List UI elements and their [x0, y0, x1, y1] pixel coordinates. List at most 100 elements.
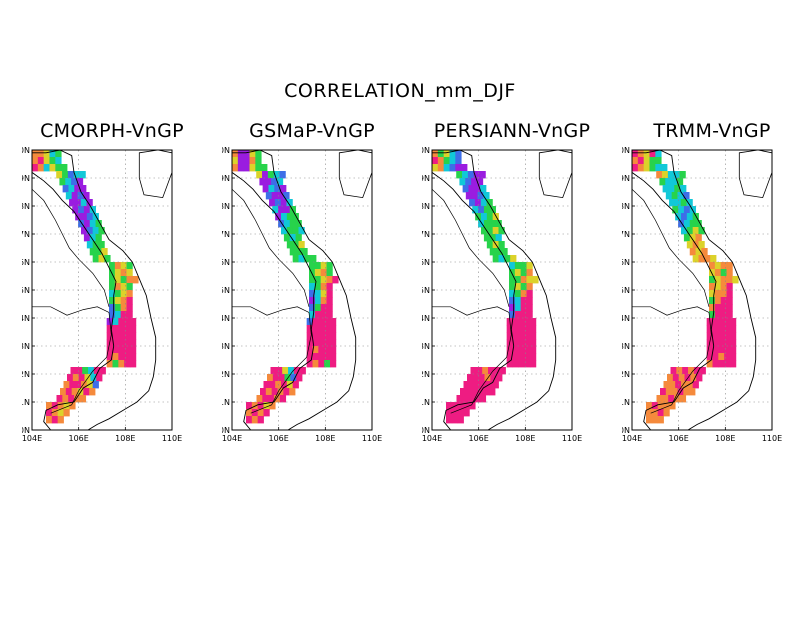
grid-cell: [261, 164, 268, 172]
grid-cell: [483, 234, 491, 242]
lon-tick-label: 104E: [422, 434, 442, 443]
grid-cell: [524, 360, 531, 368]
border-line: [632, 306, 710, 316]
grid-cell: [724, 339, 731, 347]
lon-tick-label: 108E: [515, 434, 535, 443]
grid-cell: [271, 192, 278, 200]
grid-cell: [518, 332, 525, 340]
grid-cell: [77, 192, 84, 200]
grid-cell: [309, 283, 316, 291]
grid-cell: [671, 192, 678, 200]
grid-cell: [74, 395, 81, 403]
map-plot: 20N 19N 18N 17N 16N 15N 14N 13N 12N 11N 10N104E 106…: [222, 146, 382, 443]
grid-cell: [437, 157, 445, 165]
grid-cell: [726, 290, 733, 298]
grid-cell: [106, 346, 113, 354]
grid-cell: [718, 332, 725, 340]
grid-cell: [251, 409, 259, 417]
grid-cell: [465, 178, 472, 186]
grid-cell: [278, 220, 285, 228]
grid-cell: [83, 234, 91, 242]
grid-cell: [60, 388, 67, 396]
grid-cell: [130, 353, 137, 361]
lat-tick-label: 10N: [22, 426, 30, 435]
grid-cell: [326, 262, 333, 270]
grid-cell: [488, 367, 495, 375]
grid-cell: [714, 297, 722, 305]
grid-cell: [280, 199, 287, 207]
grid-cell: [69, 402, 76, 410]
grid-cell: [449, 164, 456, 172]
grid-cell: [520, 304, 527, 312]
grid-cell: [655, 164, 662, 172]
grid-cell: [320, 290, 327, 298]
grid-cell: [51, 416, 59, 424]
grid-cell: [324, 325, 331, 333]
grid-cell: [130, 339, 137, 347]
grid-cell: [495, 248, 502, 256]
grid-cell: [95, 220, 102, 228]
grid-cell: [468, 185, 475, 193]
panel-title: CMORPH-VnGP: [40, 120, 184, 142]
grid-cell: [277, 192, 284, 200]
border-line: [250, 312, 312, 414]
grid-cell: [449, 157, 456, 165]
grid-cell: [486, 241, 494, 249]
grid-cell: [276, 178, 284, 186]
lon-tick-label: 106E: [69, 434, 89, 443]
grid-cell: [120, 290, 127, 298]
grid-cell: [57, 409, 64, 417]
grid-cell: [669, 381, 676, 389]
grid-cell: [681, 381, 688, 389]
grid-cell: [720, 269, 727, 277]
lat-tick-label: 19N: [622, 174, 630, 183]
grid-cell: [78, 220, 85, 228]
grid-cell: [114, 283, 122, 291]
grid-cell: [478, 206, 485, 214]
grid-cell: [692, 381, 699, 389]
grid-cell: [306, 346, 313, 354]
grid-cell: [501, 248, 508, 256]
grid-cell: [714, 269, 722, 277]
grid-cell: [243, 157, 250, 165]
grid-cell: [312, 325, 319, 333]
lat-tick-label: 20N: [422, 146, 430, 155]
grid-cell: [320, 304, 327, 312]
grid-cell: [83, 192, 90, 200]
grid-cell: [530, 332, 537, 340]
grid-cell: [55, 164, 62, 172]
grid-cell: [661, 164, 668, 172]
lon-tick-label: 110E: [362, 434, 382, 443]
grid-cell: [80, 199, 87, 207]
grid-cell: [286, 199, 293, 207]
grid-cell: [709, 269, 716, 277]
grid-cell: [432, 164, 439, 172]
grid-cell: [283, 388, 290, 396]
grid-cell: [330, 318, 337, 326]
grid-cell: [256, 171, 263, 179]
grid-cell: [289, 248, 296, 256]
grid-cell: [443, 150, 450, 158]
grid-cell: [63, 409, 70, 417]
grid-cell: [469, 402, 476, 410]
lat-tick-label: 17N: [222, 230, 230, 239]
grid-cell: [86, 213, 94, 221]
grid-cell: [483, 388, 490, 396]
grid-cell: [730, 360, 737, 368]
grid-cell: [462, 185, 469, 193]
grid-cell: [530, 318, 537, 326]
grid-cell: [478, 220, 485, 228]
grid-cell: [118, 318, 125, 326]
chart-title: CORRELATION_mm_DJF: [284, 80, 516, 102]
grid-cell: [688, 367, 695, 375]
grid-cell: [655, 150, 662, 158]
grid-cell: [668, 395, 675, 403]
grid-cell: [498, 255, 505, 263]
grid-cell: [498, 241, 505, 249]
grid-cell: [289, 388, 296, 396]
grid-cell: [518, 353, 525, 361]
grid-cell: [709, 276, 716, 284]
grid-cell: [318, 318, 325, 326]
grid-cell: [306, 325, 313, 333]
grid-cell: [469, 381, 476, 389]
